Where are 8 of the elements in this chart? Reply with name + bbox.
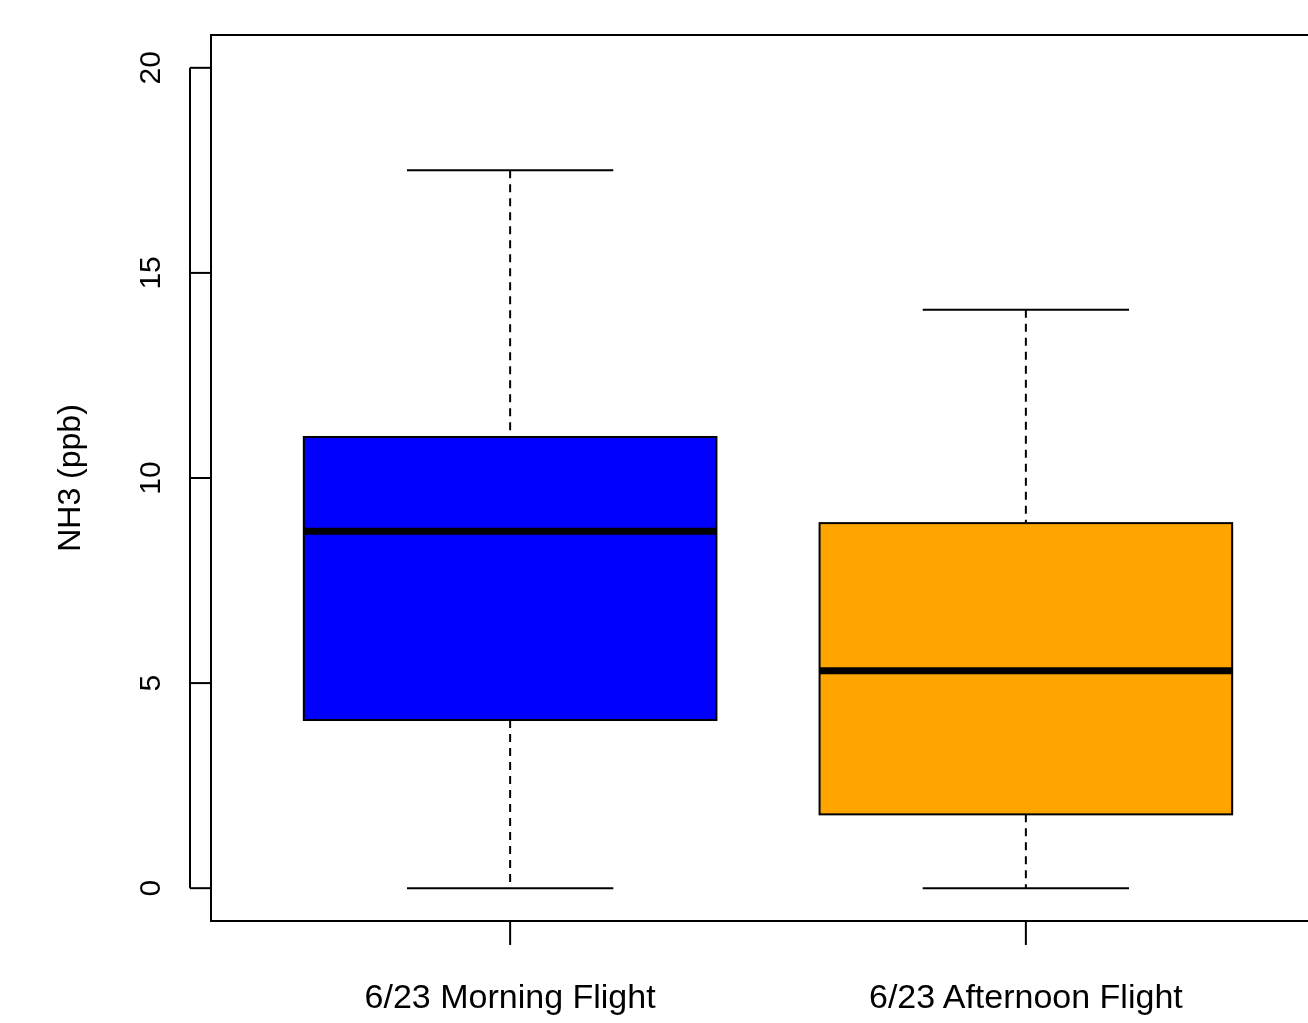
y-tick-label: 0: [133, 879, 166, 897]
y-tick-label: 10: [133, 461, 166, 495]
y-tick-label: 15: [133, 256, 166, 290]
y-tick-label: 20: [133, 51, 166, 85]
x-tick-label: 6/23 Morning Flight: [364, 977, 657, 1015]
x-tick-label: 6/23 Afternoon Flight: [868, 977, 1184, 1015]
y-axis-title: NH3 (ppb): [51, 404, 87, 552]
y-tick-label: 5: [133, 674, 166, 692]
